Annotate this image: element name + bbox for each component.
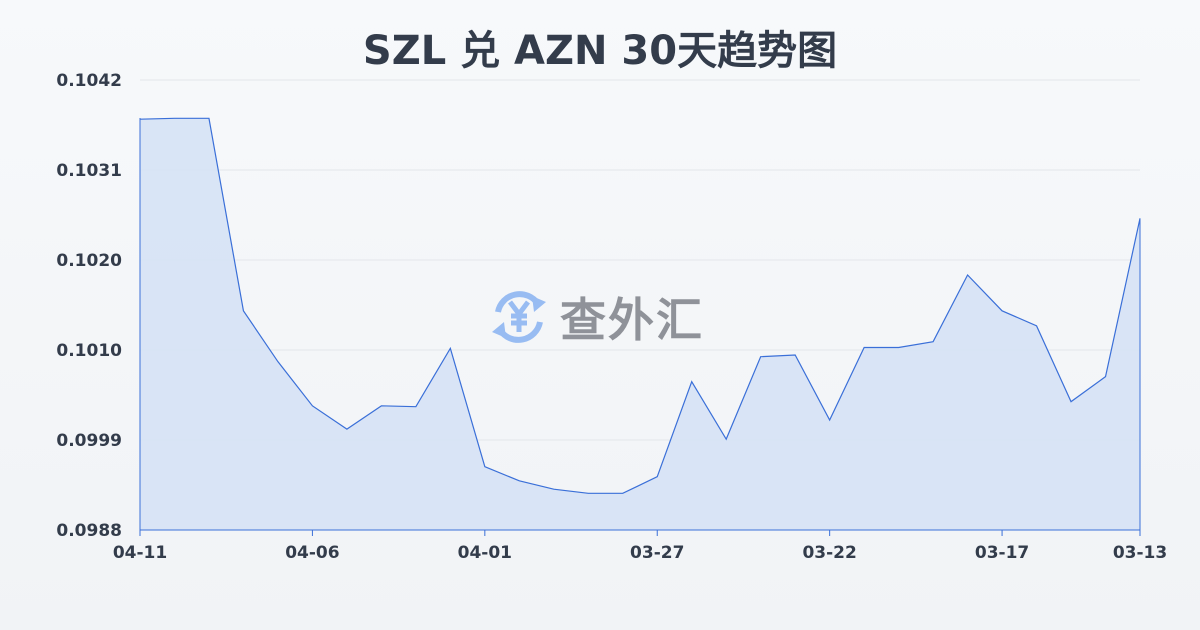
- x-tick-label: 03-27: [630, 543, 684, 563]
- y-tick-label: 0.1010: [56, 341, 122, 361]
- area-fill: [140, 118, 1140, 530]
- y-tick-label: 0.1020: [56, 251, 122, 271]
- x-tick-label: 03-13: [1113, 543, 1167, 563]
- series-line: [139, 117, 1141, 494]
- chart-title: SZL 兑 AZN 30天趋势图: [362, 28, 838, 74]
- x-tick-label: 04-11: [113, 543, 167, 563]
- y-tick-label: 0.1031: [56, 161, 122, 181]
- yen-exchange-icon: [492, 291, 546, 343]
- y-tick-label: 0.0988: [56, 521, 122, 541]
- x-tick-label: 03-22: [802, 543, 856, 563]
- x-tick-label: 03-17: [975, 543, 1029, 563]
- y-tick-label: 0.0999: [56, 431, 122, 451]
- watermark-text: 查外汇: [560, 293, 704, 347]
- watermark: 查外汇: [488, 284, 704, 350]
- x-tick-label: 04-01: [458, 543, 512, 563]
- x-tick-label: 04-06: [285, 543, 339, 563]
- y-tick-label: 0.1042: [56, 71, 122, 91]
